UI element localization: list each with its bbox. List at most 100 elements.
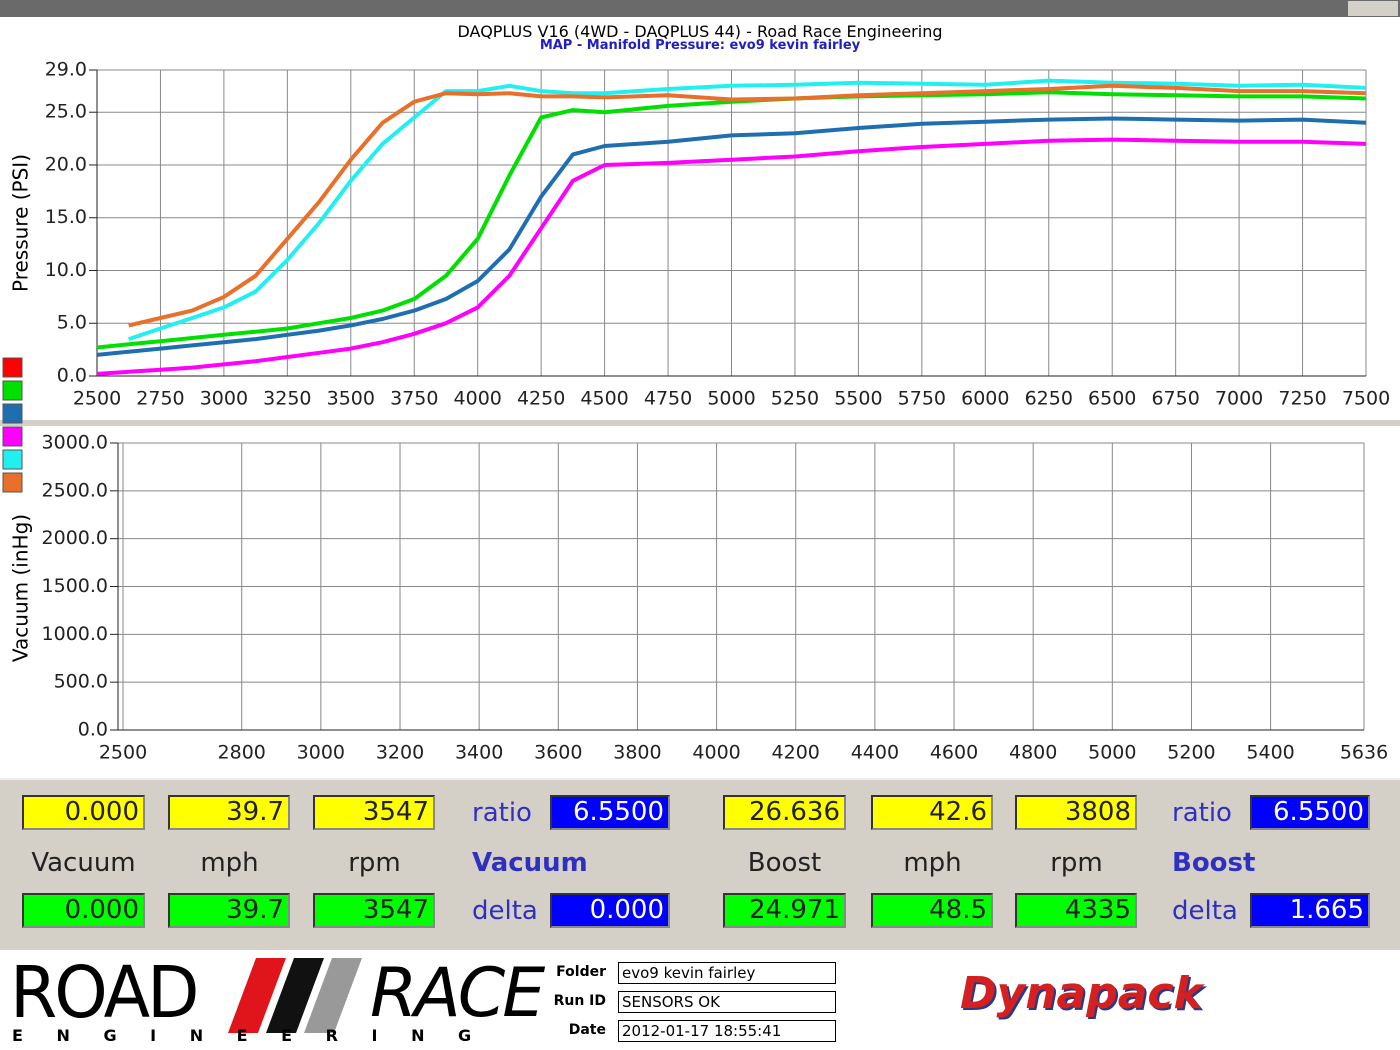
x-tick-label: 7000: [1215, 388, 1263, 410]
field-label: delta: [1172, 896, 1238, 926]
stripe: [266, 958, 324, 1033]
x-tick-label: 5750: [898, 388, 946, 410]
value-box: 0.000: [22, 893, 145, 928]
value-box: 3547: [313, 795, 435, 830]
brand-logo: Dynapack: [960, 968, 1203, 1019]
field-label: ratio: [472, 798, 532, 828]
field-label: Date: [568, 1022, 606, 1038]
field-label: Run ID: [553, 993, 606, 1009]
field-value: evo9 kevin fairley: [618, 962, 836, 984]
legend-swatch: [2, 472, 23, 493]
series-line: [128, 78, 1367, 341]
title-bar: [0, 0, 1400, 17]
x-tick-label: 3750: [390, 388, 438, 410]
x-tick-label: 6000: [961, 388, 1009, 410]
value-box: 26.636: [723, 795, 846, 830]
x-tick-label: 4400: [851, 742, 899, 764]
field-label: Boost: [1172, 848, 1256, 878]
value-box: 6.5500: [1250, 795, 1370, 830]
y-tick-label: 10.0: [45, 259, 87, 281]
y-tick-label: 25.0: [45, 101, 87, 123]
x-tick-label: 6500: [1088, 388, 1136, 410]
x-tick-label: 2500: [73, 388, 121, 410]
logo-text: RACE: [370, 954, 545, 1033]
field-value: SENSORS OK: [618, 991, 836, 1013]
series-line: [128, 83, 1367, 328]
x-tick-label: 5250: [771, 388, 819, 410]
value-box: 48.5: [871, 893, 993, 928]
x-tick-label: 4800: [1009, 742, 1057, 764]
x-tick-label: 4250: [517, 388, 565, 410]
x-tick-label: 5000: [1088, 742, 1136, 764]
x-tick-label: 2500: [99, 742, 147, 764]
value-box: 0.000: [550, 893, 670, 928]
y-tick-label: 15.0: [45, 206, 87, 228]
x-tick-label: 4000: [454, 388, 502, 410]
logo-sub: E N G I N E E R I N G: [12, 1026, 486, 1045]
x-tick-label: 5636: [1340, 742, 1388, 764]
y-axis-label: Vacuum (inHg): [9, 514, 33, 662]
charts: Pressure (PSI) 2500 2750 3000 3250 3500 3750 40…: [0, 59, 1400, 764]
y-tick-label: 20.0: [45, 153, 87, 175]
readout-panel: 0.000 39.7 3547 ratio 6.5500 0.000 39.7 3547 del…: [0, 778, 1400, 950]
legend-swatch: [2, 449, 23, 470]
value-box: 24.971: [723, 893, 846, 928]
series-line: [96, 116, 1367, 357]
legend-swatch: [2, 426, 23, 447]
value-box: 39.7: [168, 795, 290, 830]
logo-stripes: [228, 958, 362, 1033]
stripe: [228, 958, 286, 1033]
x-tick-label: 5200: [1167, 742, 1215, 764]
x-tick-label: 3000: [200, 388, 248, 410]
y-tick-label: 1500.0: [42, 575, 108, 597]
chart-title: DAQPLUS V16 (4WD - DAQPLUS 44) - Road Ra…: [457, 22, 943, 41]
field-label: rpm: [1050, 848, 1103, 878]
value-box: 1.665: [1250, 893, 1370, 928]
x-tick-label: 3500: [327, 388, 375, 410]
field-label: rpm: [348, 848, 401, 878]
value-box: 4335: [1015, 893, 1137, 928]
x-tick-label: 4500: [580, 388, 628, 410]
y-tick-label: 0.0: [57, 365, 87, 387]
y-tick-label: 0.0: [78, 719, 108, 741]
logo-text: ROAD: [10, 952, 199, 1035]
y-axis-label: Pressure (PSI): [9, 154, 33, 292]
y-tick-label: 5.0: [57, 312, 87, 334]
value-box: 39.7: [168, 893, 290, 928]
x-tick-label: 3200: [376, 742, 424, 764]
x-tick-label: 3000: [297, 742, 345, 764]
x-tick-label: 7250: [1278, 388, 1326, 410]
x-tick-label: 5000: [707, 388, 755, 410]
x-tick-label: 7500: [1342, 388, 1390, 410]
series-line: [96, 137, 1367, 376]
x-tick-label: 5500: [834, 388, 882, 410]
legend-swatch: [2, 403, 23, 424]
y-tick-label: 29.0: [45, 59, 87, 81]
field-label: delta: [472, 896, 538, 926]
field-label: Boost: [747, 848, 822, 878]
x-tick-label: 2800: [218, 742, 266, 764]
field-label: Vacuum: [31, 848, 136, 878]
y-tick-label: 1000.0: [42, 623, 108, 645]
y-tick-label: 500.0: [54, 671, 108, 693]
x-tick-label: 2750: [136, 388, 184, 410]
x-tick-label: 6250: [1025, 388, 1073, 410]
series-line: [96, 90, 1367, 350]
header: DAQPLUS V16 (4WD - DAQPLUS 44) - Road Ra…: [0, 18, 1400, 53]
x-tick-label: 5400: [1246, 742, 1294, 764]
window-buttons[interactable]: [1348, 1, 1398, 16]
x-tick-label: 4000: [692, 742, 740, 764]
x-tick-label: 3600: [534, 742, 582, 764]
field-label: Folder: [556, 964, 606, 980]
footer: ROAD RACE E N G I N E E R I N G Folder evo9 …: [0, 952, 1400, 1050]
field-label: Vacuum: [472, 848, 588, 878]
value-box: 0.000: [22, 795, 145, 830]
legend-swatch: [2, 380, 23, 401]
stripe: [304, 958, 362, 1033]
x-tick-label: 3400: [455, 742, 503, 764]
x-tick-label: 4750: [644, 388, 692, 410]
field-label: ratio: [1172, 798, 1232, 828]
y-tick-label: 3000.0: [42, 432, 108, 454]
chart-subtitle: MAP - Manifold Pressure: evo9 kevin fair…: [539, 38, 861, 53]
x-tick-label: 6750: [1151, 388, 1199, 410]
